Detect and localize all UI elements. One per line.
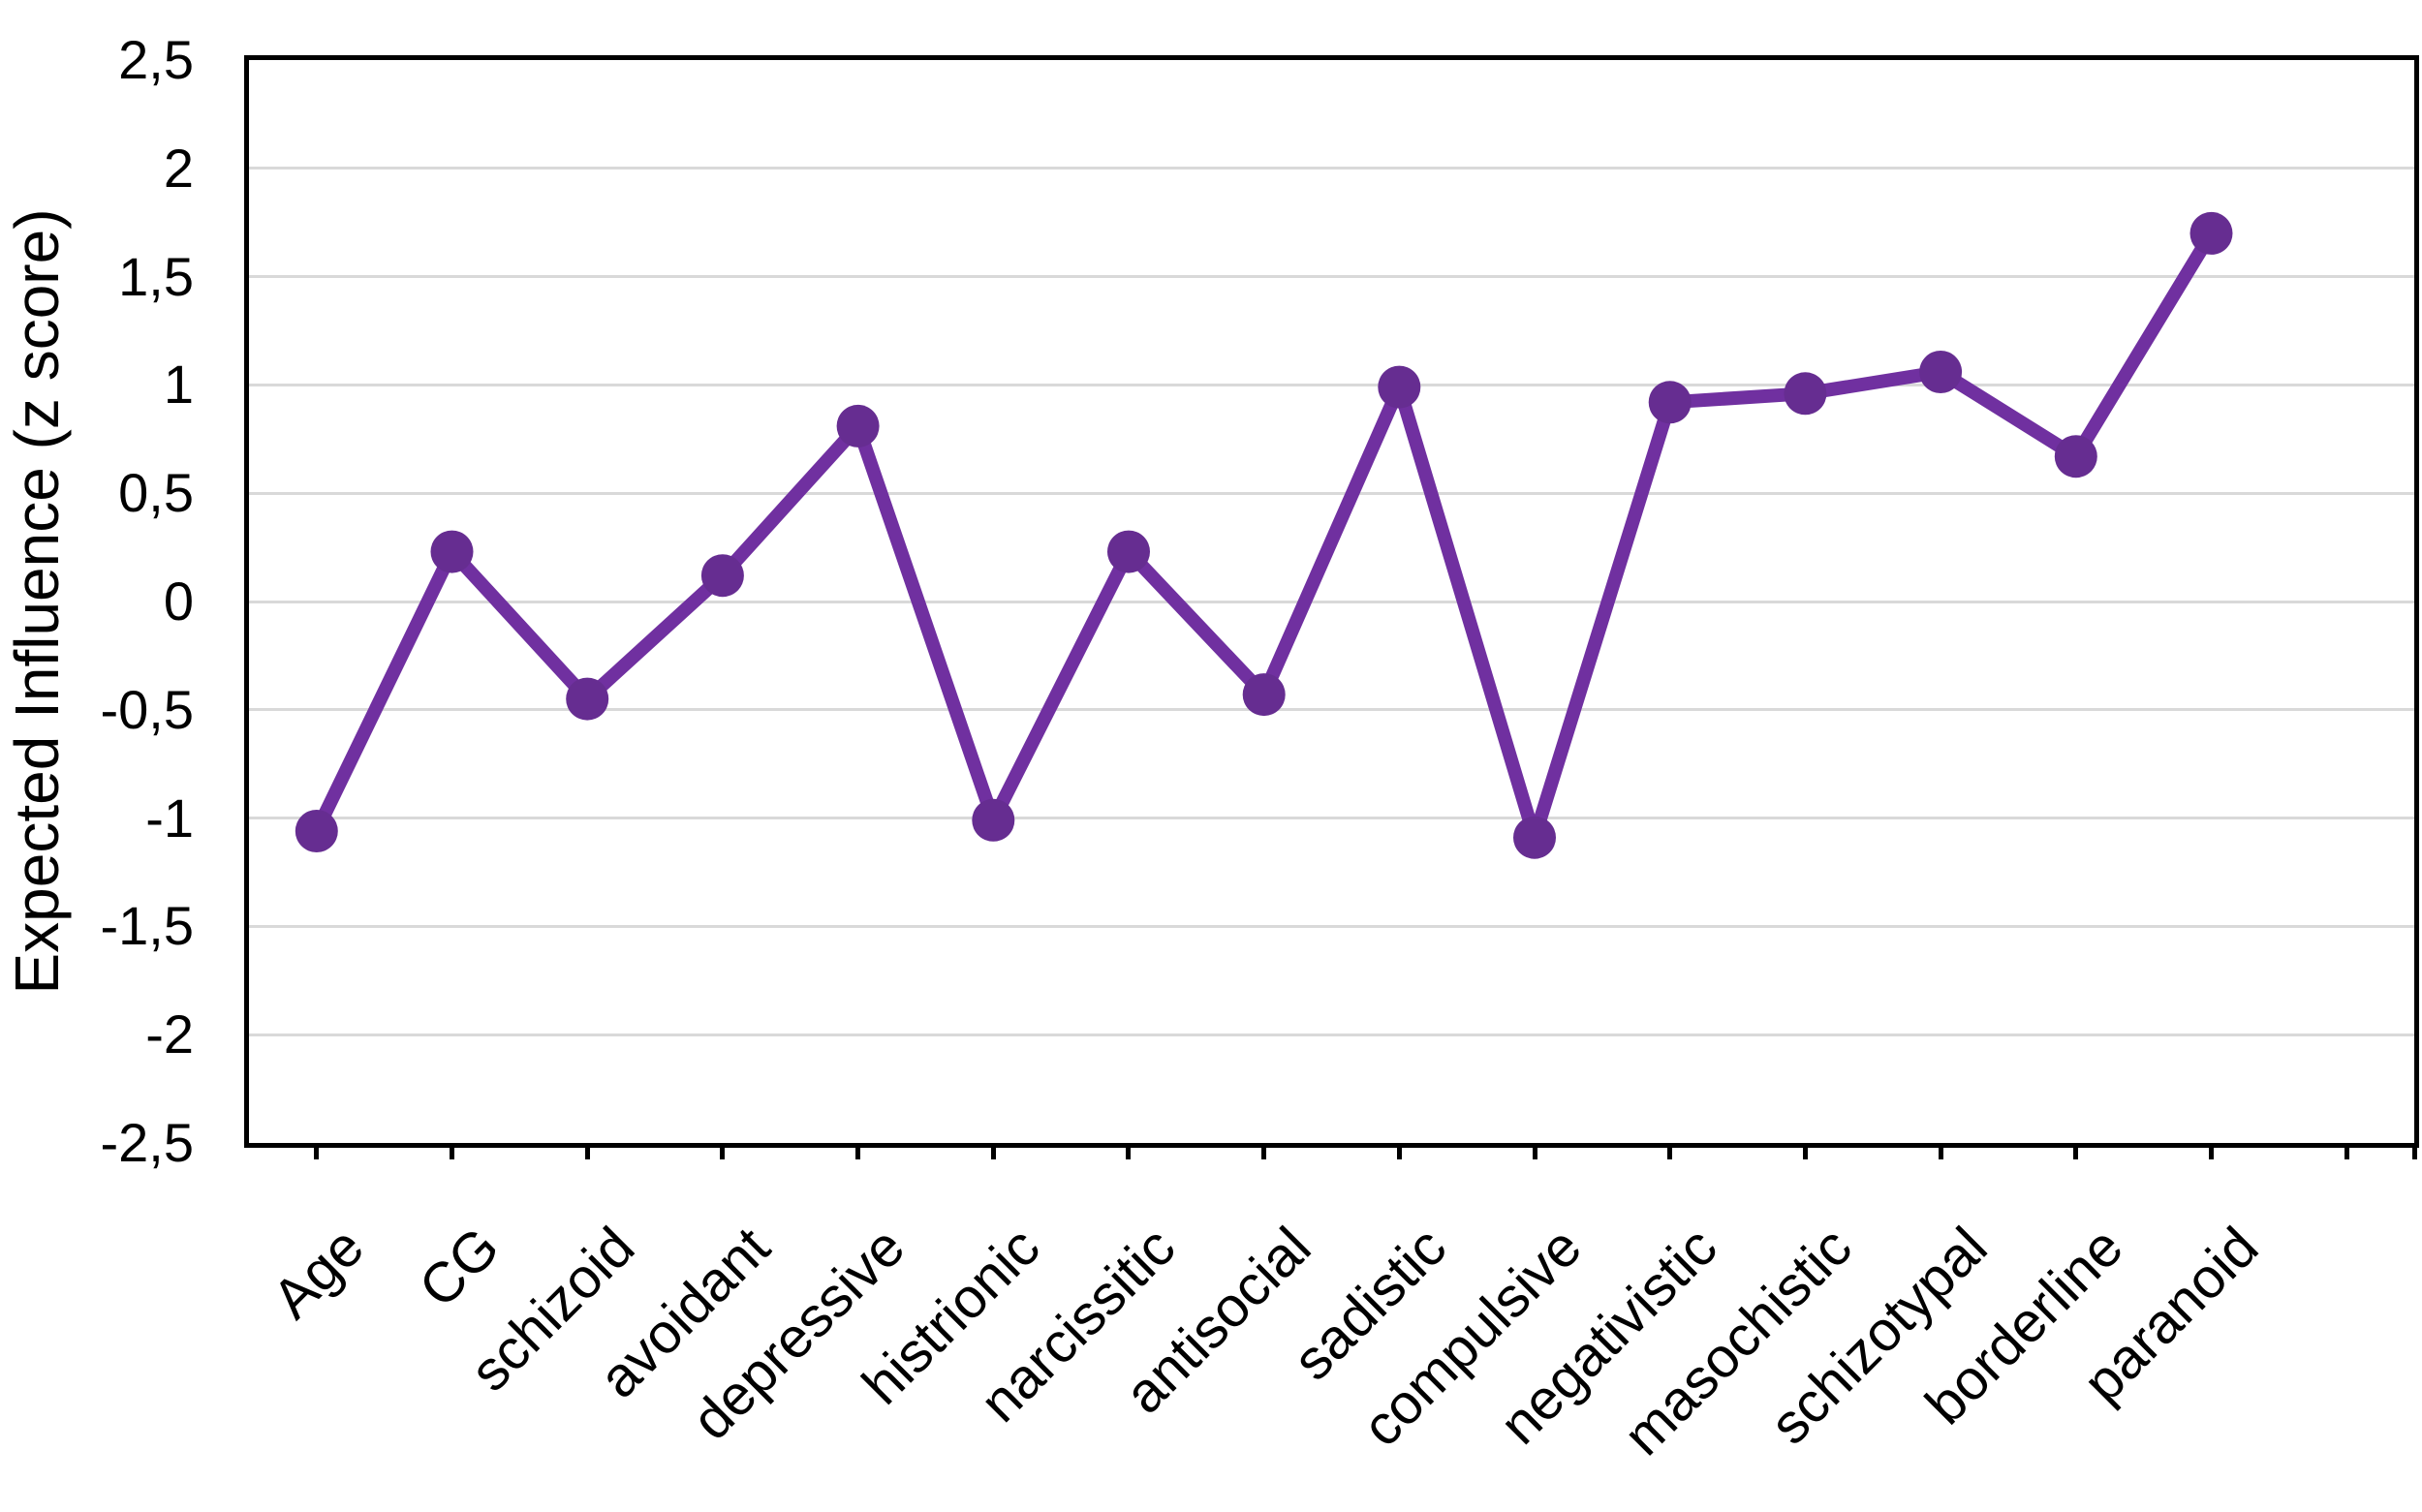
gridline <box>249 600 2414 603</box>
data-point <box>1784 372 1827 416</box>
y-tick-label: 2 <box>163 137 194 199</box>
axis-tick <box>1532 1143 1537 1159</box>
gridline <box>249 924 2414 928</box>
axis-tick <box>1126 1143 1132 1159</box>
data-point <box>430 530 474 573</box>
axis-tick <box>720 1143 726 1159</box>
gridline <box>249 491 2414 495</box>
data-point <box>1513 816 1556 859</box>
data-point <box>1648 381 1692 424</box>
data-line <box>309 226 2219 845</box>
axis-tick <box>584 1143 590 1159</box>
data-point <box>1378 365 1421 409</box>
y-tick-label: 1 <box>163 354 194 416</box>
y-tick-label: -0,5 <box>100 678 195 740</box>
axis-tick <box>855 1143 861 1159</box>
y-tick-label: -1,5 <box>100 895 195 957</box>
axis-tick <box>314 1143 320 1159</box>
axis-tick <box>2411 1143 2417 1159</box>
axis-tick <box>2344 1143 2349 1159</box>
axis-tick <box>2208 1143 2214 1159</box>
axis-tick <box>1802 1143 1808 1159</box>
data-point <box>1919 351 1963 393</box>
data-point <box>1107 530 1150 573</box>
y-tick-label: 0 <box>163 571 194 632</box>
series-plot <box>295 211 2233 859</box>
plot-frame <box>244 55 2419 1148</box>
data-point <box>972 798 1015 842</box>
axis-tick <box>1938 1143 1943 1159</box>
x-category-label: Age <box>260 1215 376 1331</box>
y-tick-label: -2,5 <box>100 1112 195 1173</box>
gridline <box>249 167 2414 170</box>
axis-tick <box>2073 1143 2079 1159</box>
axis-tick <box>1667 1143 1673 1159</box>
y-tick-label: 1,5 <box>118 245 194 307</box>
gridline <box>249 708 2414 712</box>
data-point <box>295 810 338 852</box>
plot-area <box>249 60 2414 1143</box>
axis-tick <box>450 1143 455 1159</box>
data-point <box>1242 673 1286 717</box>
data-point <box>2189 211 2233 255</box>
y-tick-label: -1 <box>145 787 194 849</box>
axis-tick <box>1396 1143 1402 1159</box>
data-point <box>700 554 744 598</box>
y-tick-label: -2 <box>145 1003 194 1065</box>
gridline <box>249 1033 2414 1036</box>
data-point <box>2054 435 2097 478</box>
gridline <box>249 817 2414 820</box>
gridline <box>249 275 2414 279</box>
y-tick-label: 2,5 <box>118 29 194 90</box>
y-tick-label: 0,5 <box>118 462 194 524</box>
gridline <box>249 383 2414 386</box>
axis-tick <box>990 1143 996 1159</box>
x-category-label: CG <box>406 1215 512 1320</box>
data-point <box>566 677 609 721</box>
data-point <box>836 404 880 447</box>
axis-tick <box>1261 1143 1267 1159</box>
